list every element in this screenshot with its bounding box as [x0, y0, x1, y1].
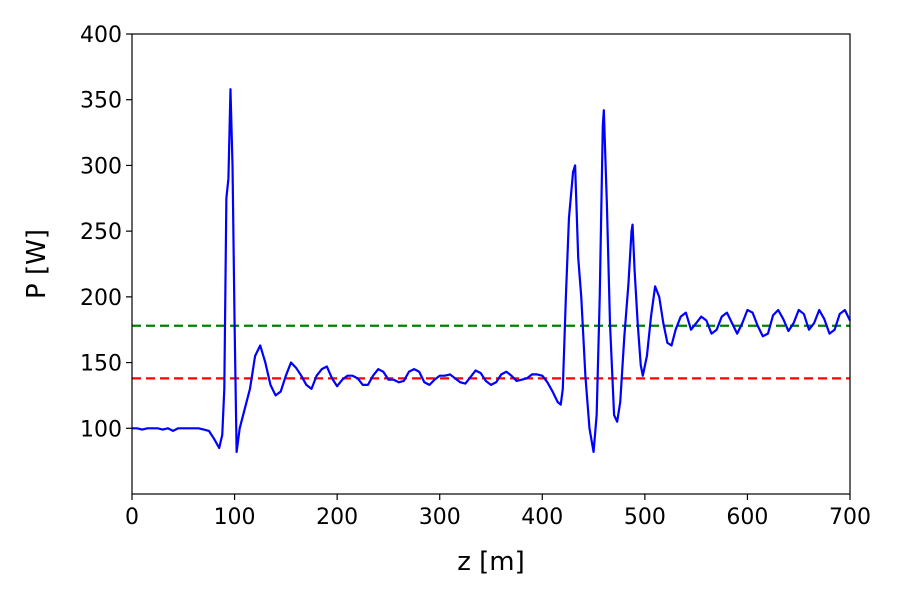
x-tick-label: 100 — [214, 505, 256, 530]
y-axis-label: P [W] — [22, 229, 52, 299]
y-tick-label: 350 — [80, 89, 122, 114]
x-tick-label: 300 — [419, 505, 461, 530]
x-axis-label: z [m] — [457, 547, 525, 577]
x-tick-label: 400 — [521, 505, 563, 530]
x-tick-label: 700 — [829, 505, 871, 530]
x-tick-label: 0 — [125, 505, 139, 530]
y-tick-label: 200 — [80, 286, 122, 311]
y-tick-label: 400 — [80, 23, 122, 48]
plot-frame — [131, 33, 851, 495]
y-tick-label: 300 — [80, 154, 122, 179]
y-tick-label: 250 — [80, 220, 122, 245]
x-tick-label: 600 — [726, 505, 768, 530]
x-tick-label: 500 — [624, 505, 666, 530]
x-tick-label: 200 — [316, 505, 358, 530]
y-tick-label: 100 — [80, 417, 122, 442]
y-tick-label: 150 — [80, 352, 122, 377]
data-line — [132, 88, 851, 454]
